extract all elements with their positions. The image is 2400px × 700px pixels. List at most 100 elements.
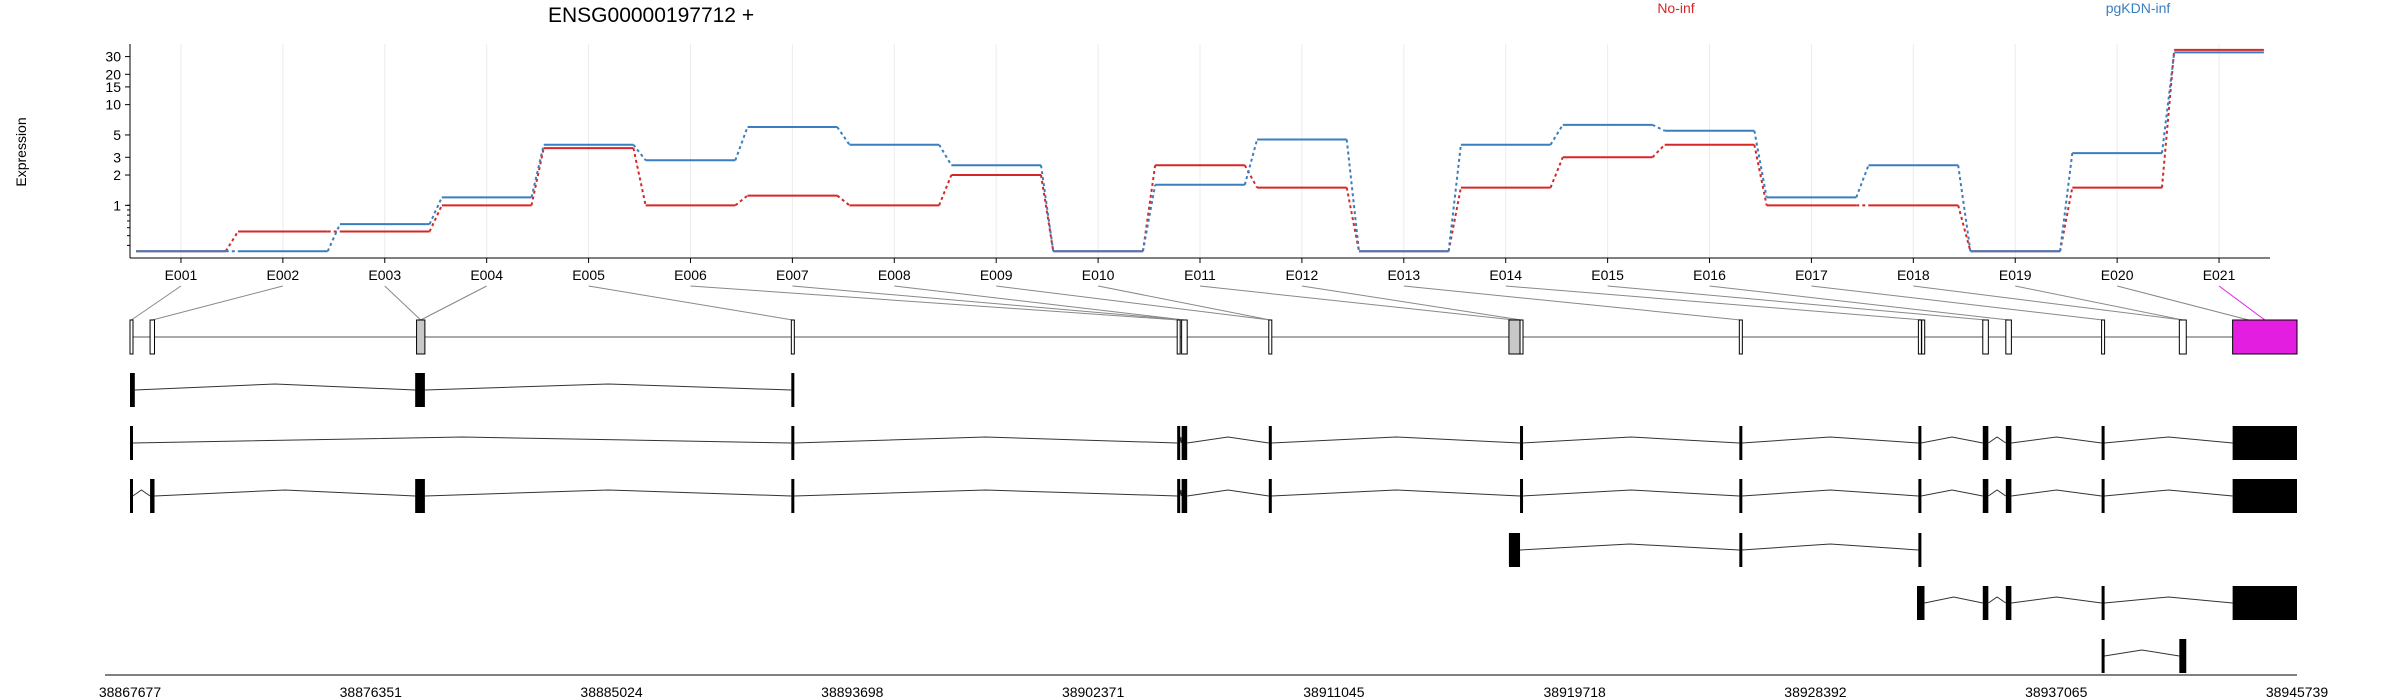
- exon-link: [1301, 285, 1522, 321]
- chart-title: ENSG00000197712 +: [548, 4, 754, 27]
- series-connector: [1753, 130, 1768, 198]
- exon-link: [1505, 285, 1924, 321]
- series-connector: [530, 144, 545, 198]
- y-tick-label: 3: [113, 149, 121, 165]
- transcript-intron: [2104, 649, 2180, 657]
- transcript-exon: [1520, 426, 1524, 460]
- series-connector: [2160, 49, 2176, 188]
- x-tick-label: E016: [1693, 267, 1726, 283]
- exon-block: [149, 319, 156, 355]
- x-tick-label: E015: [1591, 267, 1624, 283]
- transcript-exon: [1739, 533, 1743, 567]
- transcript-intron: [1742, 436, 1919, 444]
- exon-link: [996, 285, 1271, 321]
- exon-block: [129, 319, 134, 355]
- genomic-tick-label: 38885024: [580, 684, 643, 700]
- transcript-exon: [1918, 426, 1922, 460]
- exon-block: [1982, 319, 1989, 355]
- series-connector: [2059, 152, 2074, 252]
- exon-block: [2232, 319, 2298, 355]
- series-connector: [938, 144, 953, 166]
- transcript-exon: [1739, 426, 1743, 460]
- series-connector: [428, 204, 443, 232]
- x-tick-label: E008: [878, 267, 911, 283]
- transcript-intron: [1924, 596, 1983, 604]
- series-connector: [224, 230, 239, 252]
- y-tick-label: 15: [105, 79, 121, 95]
- x-tick-label: E005: [572, 267, 605, 283]
- genomic-axis: 38867677 38876351 38885024 38893698 38902371…: [99, 674, 2329, 700]
- x-tick-label: E010: [1082, 267, 1115, 283]
- transcript-exon: [2232, 586, 2297, 620]
- exon-block: [1738, 319, 1743, 355]
- y-tick-label: 10: [105, 97, 121, 113]
- exon-link: [1199, 285, 1515, 321]
- exon-link: [588, 285, 793, 321]
- series-connector: [326, 223, 341, 252]
- x-tick-label: E014: [1489, 267, 1522, 283]
- x-tick-label: E003: [368, 267, 401, 283]
- exon-block: [1176, 319, 1181, 355]
- transcript-exon: [2005, 479, 2012, 513]
- transcript-intron: [1988, 489, 2007, 497]
- x-tick-label: E011: [1184, 267, 1216, 283]
- series-1: [136, 51, 2264, 253]
- transcript-intron: [2104, 489, 2233, 497]
- transcript-models: [130, 373, 2297, 673]
- transcript-intron: [1742, 543, 1919, 551]
- transcript-exon: [791, 479, 795, 513]
- series-connector: [1040, 165, 1055, 252]
- series-connector: [2160, 52, 2176, 154]
- transcript-intron: [1988, 596, 2007, 604]
- series-lines: [136, 48, 2264, 253]
- genomic-tick-label: 38945739: [2266, 684, 2329, 700]
- series-connector: [1855, 164, 1870, 198]
- legend-pgkdn-inf: pgKDN-inf: [2106, 0, 2171, 16]
- series-connector: [1243, 139, 1259, 186]
- transcript-exon: [1181, 479, 1188, 513]
- transcript-exon: [150, 479, 155, 513]
- exon-link: [2218, 285, 2266, 321]
- exon-block: [1917, 319, 1922, 355]
- transcript-exon: [130, 426, 133, 460]
- genomic-tick-label: 38876351: [340, 684, 403, 700]
- transcript-exon: [1177, 426, 1181, 460]
- exon-link: [1403, 285, 1741, 321]
- x-tick-label: E007: [776, 267, 809, 283]
- transcript-exon: [2232, 479, 2297, 513]
- series-connector: [1652, 123, 1666, 132]
- transcript-exon: [1508, 533, 1521, 567]
- transcript-exon: [2101, 426, 2105, 460]
- transcript-intron: [1519, 543, 1740, 551]
- transcript-intron: [794, 436, 1178, 444]
- transcript-exon: [2005, 426, 2012, 460]
- exon-block: [790, 319, 795, 355]
- transcript-intron: [2104, 436, 2233, 444]
- transcript-intron: [424, 489, 792, 497]
- series-connector: [836, 194, 851, 207]
- grid: [180, 44, 2220, 258]
- transcript-exon: [2232, 426, 2297, 460]
- genomic-tick-label: 38893698: [821, 684, 884, 700]
- transcript-intron: [1187, 489, 1269, 497]
- series-connector: [1243, 164, 1258, 189]
- y-tick-label: 1: [113, 197, 121, 213]
- x-tick-label: E019: [1999, 267, 2032, 283]
- series-connector: [1345, 139, 1360, 252]
- series-connector: [530, 147, 545, 206]
- transcript-5: [1916, 586, 2297, 620]
- exon-block: [1181, 319, 1188, 355]
- transcript-exon: [1918, 533, 1922, 567]
- transcript-exon: [1177, 479, 1181, 513]
- transcript-1: [130, 373, 795, 407]
- transcript-intron: [1921, 489, 1983, 497]
- x-tick-label: E006: [674, 267, 707, 283]
- transcript-exon: [1916, 586, 1925, 620]
- transcript-exon: [1268, 479, 1272, 513]
- x-tick-label: E020: [2101, 267, 2134, 283]
- x-tick-label: E012: [1286, 267, 1319, 283]
- transcript-intron: [1271, 436, 1521, 444]
- transcript-exon: [1982, 426, 1989, 460]
- exon-block: [1519, 319, 1524, 355]
- series-connector: [632, 147, 647, 206]
